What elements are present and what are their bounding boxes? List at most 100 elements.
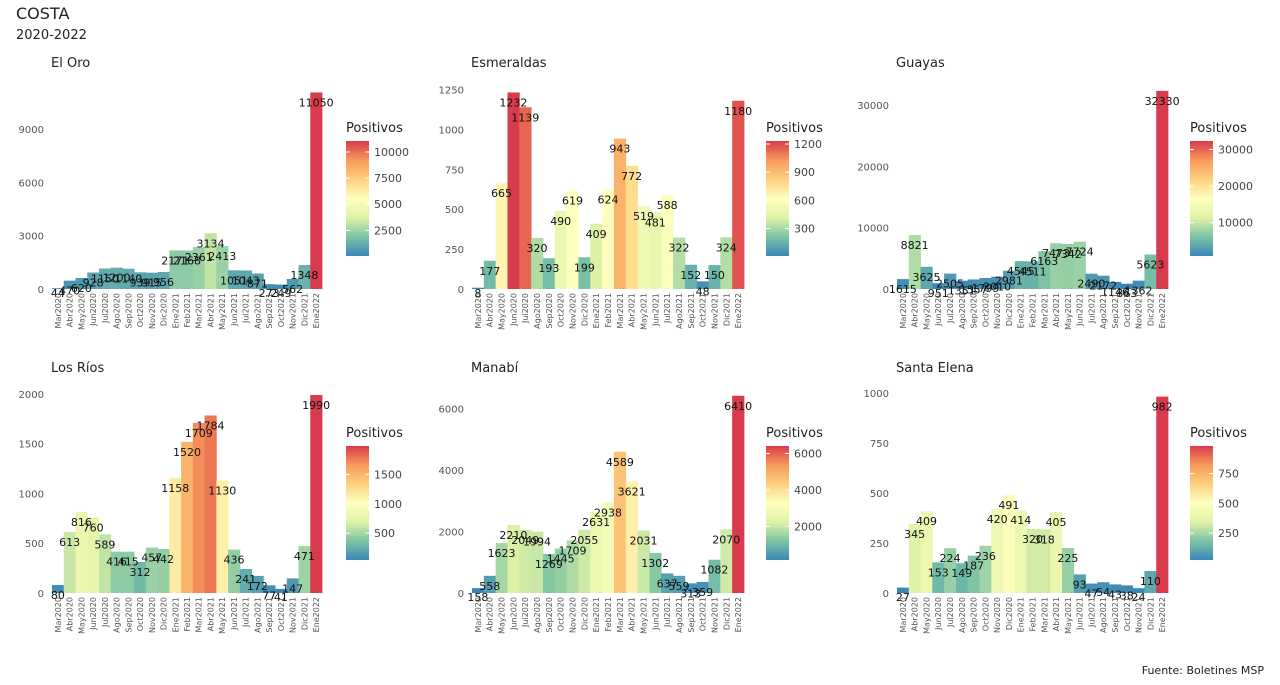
data-label-esmeraldas: 150 [704,269,725,282]
x-tick-santa-elena: Abr2021 [1052,597,1061,631]
x-tick-santa-elena: Sep2021 [1111,597,1120,632]
data-label-el-oro: 11050 [299,96,334,109]
data-label-manab-: 3621 [618,486,646,499]
data-label-manab-: 1082 [700,564,728,577]
y-tick-esmeraldas: 1000 [439,125,464,136]
data-label-guayas: 1351 [948,285,976,298]
x-tick-los-r-os: Dic2021 [300,597,309,630]
y-tick-esmeraldas: 250 [445,245,464,256]
data-label-santa-elena: 236 [975,550,996,563]
bar-guayas [955,280,969,289]
bar-los-r-os [181,441,194,593]
x-tick-los-r-os: Sep2020 [124,597,133,632]
data-label-los-r-os: 1158 [161,482,189,495]
panel-title-el-oro: El Oro [51,56,90,71]
bar-esmeraldas [613,138,627,289]
bar-santa-elena [1003,494,1016,593]
x-tick-santa-elena: Dic2020 [1005,597,1014,630]
bar-manab- [649,552,662,593]
bar-esmeraldas [625,165,638,289]
legend-colorbar-esmeraldas [766,141,789,256]
data-label-el-oro: 470 [59,285,80,298]
bar-los-r-os [298,546,311,593]
data-label-guayas: 7473 [1042,247,1070,260]
x-tick-los-r-os: Nov2021 [289,597,298,633]
bar-el-oro [63,280,76,289]
bar-los-r-os [87,517,100,593]
data-label-manab-: 1302 [641,557,669,570]
x-tick-esmeraldas: Dic2020 [580,293,589,326]
bar-guayas [979,277,992,289]
bar-santa-elena [991,509,1004,593]
data-label-los-r-os: 1990 [302,399,330,412]
data-label-los-r-os: 442 [153,553,174,566]
bar-esmeraldas [661,195,674,289]
bar-los-r-os [286,578,299,593]
data-label-guayas: 7342 [1054,248,1082,261]
x-tick-manab-: Jun2020 [509,597,518,631]
x-tick-los-r-os: Feb2021 [183,597,192,632]
data-label-guayas: 1799 [971,282,999,295]
x-tick-santa-elena: Ago2021 [1099,597,1108,633]
bar-esmeraldas [542,258,556,289]
x-tick-manab-: May2020 [498,597,507,634]
x-tick-santa-elena: Oct2020 [981,597,990,631]
x-tick-los-r-os: Ene2022 [312,597,321,632]
x-tick-guayas: Ene2021 [1017,293,1026,328]
bar-los-r-os [75,511,88,593]
x-tick-los-r-os: Ago2020 [113,597,122,633]
data-label-santa-elena: 405 [1046,516,1067,529]
x-tick-manab-: Sep2021 [687,597,696,632]
x-tick-guayas: Mar2020 [899,293,908,328]
x-tick-el-oro: Mar2020 [54,293,63,328]
legend-tick-el-oro: 10000 [374,146,409,159]
data-label-santa-elena: 149 [951,567,972,580]
x-tick-esmeraldas: Ene2021 [592,293,601,328]
bar-los-r-os [192,422,206,593]
data-label-el-oro: 44 [51,287,65,300]
bar-manab- [578,529,591,593]
data-label-el-oro: 273 [259,287,280,300]
x-tick-santa-elena: Mar2021 [1040,597,1049,632]
y-tick-santa-elena: 1000 [864,389,889,400]
legend-colorbar-los-r-os [346,446,369,560]
data-label-el-oro: 956 [153,276,174,289]
data-label-los-r-os: 80 [51,589,65,602]
x-tick-el-oro: Dic2020 [160,293,169,326]
bar-el-oro [286,279,299,289]
bar-santa-elena [1085,583,1098,593]
x-tick-esmeraldas: Sep2020 [545,293,554,328]
bar-esmeraldas [590,223,603,289]
data-label-el-oro: 2171 [161,254,189,267]
bar-los-r-os [263,585,276,593]
bar-manab- [602,502,615,593]
x-tick-manab-: Sep2020 [545,597,554,632]
x-tick-guayas: Sep2020 [970,293,979,328]
data-label-santa-elena: 187 [963,560,984,573]
y-tick-manab-: 6000 [439,404,464,415]
bar-el-oro [192,247,206,289]
bar-manab- [472,588,485,593]
x-tick-los-r-os: Nov2020 [148,597,157,633]
bar-esmeraldas [472,287,485,289]
x-tick-santa-elena: Sep2020 [970,597,979,632]
y-tick-guayas: 20000 [857,162,889,173]
panel-title-santa-elena: Santa Elena [896,361,974,376]
data-label-el-oro: 620 [71,282,92,295]
x-tick-esmeraldas: Mar2021 [616,293,625,328]
y-tick-santa-elena: 750 [870,439,889,450]
data-label-el-oro: 562 [282,283,303,296]
legend-title-el-oro: Positivos [346,121,403,136]
bar-manab- [590,512,603,593]
bar-esmeraldas [673,237,686,289]
bar-el-oro [263,284,276,289]
x-tick-esmeraldas: Mar2020 [474,293,483,328]
data-label-guayas: 32330 [1145,95,1180,108]
legend-tick-manab-: 2000 [794,520,822,533]
x-tick-los-r-os: Jun2020 [89,597,98,631]
data-label-santa-elena: 491 [998,499,1019,512]
panel-title-los-r-os: Los Ríos [51,361,104,376]
data-label-el-oro: 1140 [114,273,142,286]
bar-guayas [920,266,933,289]
